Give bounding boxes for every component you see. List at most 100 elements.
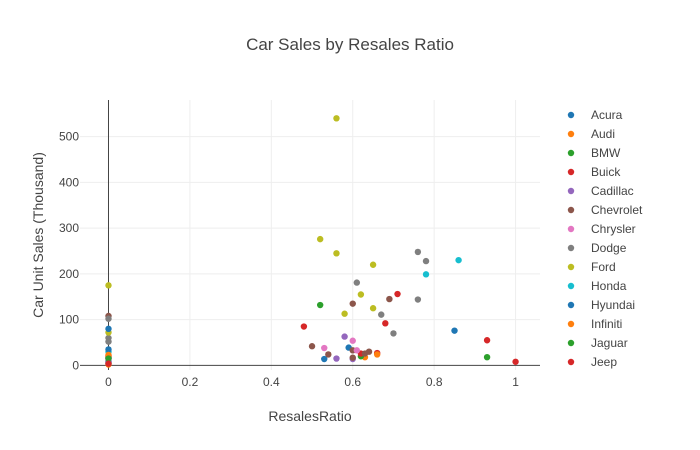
legend-label: Dodge — [591, 241, 627, 255]
point-jeep[interactable] — [394, 290, 401, 298]
point-honda[interactable] — [422, 271, 430, 278]
point-jeep[interactable] — [105, 360, 112, 367]
legend-marker — [567, 301, 575, 309]
point-infiniti[interactable] — [373, 351, 381, 358]
legend-label: Acura — [591, 108, 623, 122]
point-cadillac[interactable] — [333, 355, 340, 362]
legend-item-dodge[interactable]: Dodge — [567, 241, 627, 255]
point-chrysler[interactable] — [349, 337, 356, 344]
x-tick-label: 0.6 — [344, 375, 361, 389]
legend-marker — [567, 149, 575, 157]
point-dodge[interactable] — [414, 248, 422, 256]
point-honda[interactable] — [455, 256, 462, 264]
y-axis-title: Car Unit Sales (Thousand) — [30, 152, 46, 318]
point-dodge[interactable] — [422, 257, 430, 265]
x-tick-label: 0 — [105, 375, 112, 389]
legend-label: Honda — [591, 279, 627, 293]
legend-marker — [567, 187, 575, 195]
legend-label: Chrysler — [591, 222, 636, 236]
legend-label: Cadillac — [591, 184, 634, 198]
x-tick-label: 0.8 — [426, 375, 443, 389]
point-jaguar[interactable] — [483, 353, 491, 361]
point-hyundai[interactable] — [105, 346, 112, 353]
point-dodge[interactable] — [390, 330, 397, 337]
legend-label: Chevrolet — [591, 203, 643, 217]
x-tick-label: 1 — [512, 375, 519, 389]
y-tick-label: 300 — [59, 221, 79, 235]
point-ford[interactable] — [341, 310, 348, 317]
x-tick-label: 0.4 — [263, 375, 280, 389]
point-jaguar[interactable] — [316, 301, 324, 309]
point-hyundai[interactable] — [105, 325, 112, 333]
point-acura[interactable] — [321, 355, 328, 363]
point-dodge[interactable] — [353, 279, 361, 286]
point-ford[interactable] — [333, 250, 340, 257]
legend-item-hyundai[interactable]: Hyundai — [567, 298, 635, 312]
legend-item-chrysler[interactable]: Chrysler — [567, 222, 636, 236]
legend-label: BMW — [591, 146, 621, 160]
point-ford[interactable] — [105, 282, 112, 289]
legend-marker — [567, 244, 575, 252]
legend-item-jeep[interactable]: Jeep — [567, 355, 618, 369]
point-dodge[interactable] — [414, 296, 422, 303]
legend-item-audi[interactable]: Audi — [567, 127, 615, 141]
y-tick-label: 200 — [59, 267, 79, 281]
y-tick-label: 0 — [72, 358, 79, 372]
point-ford[interactable] — [369, 305, 377, 312]
legend-item-bmw[interactable]: BMW — [567, 146, 621, 160]
legend-label: Infiniti — [591, 317, 622, 331]
point-chevrolet[interactable] — [349, 354, 356, 361]
chart-title: Car Sales by Resales Ratio — [246, 35, 454, 54]
legend-item-infiniti[interactable]: Infiniti — [567, 317, 623, 331]
legend-marker — [567, 225, 575, 233]
point-jeep[interactable] — [512, 358, 519, 365]
y-tick-labels: 0 100 200 300 400 500 — [59, 130, 79, 373]
point-chrysler[interactable] — [321, 344, 328, 352]
legend-item-jaguar[interactable]: Jaguar — [567, 336, 628, 350]
legend-item-ford[interactable]: Ford — [567, 260, 616, 274]
legend-label: Ford — [591, 260, 616, 274]
legend-marker — [567, 206, 575, 214]
legend-marker — [567, 168, 575, 176]
point-ford[interactable] — [369, 261, 377, 268]
legend-item-cadillac[interactable]: Cadillac — [567, 184, 634, 198]
legend-label: Audi — [591, 127, 615, 141]
point-ford[interactable] — [357, 291, 365, 298]
point-chevrolet[interactable] — [308, 343, 316, 350]
point-chevrolet[interactable] — [325, 351, 332, 358]
y-tick-label: 500 — [59, 130, 79, 144]
point-buick[interactable] — [382, 320, 389, 327]
legend-marker — [567, 339, 575, 347]
legend-label: Hyundai — [591, 298, 635, 312]
point-jaguar[interactable] — [105, 355, 112, 362]
point-dodge[interactable] — [105, 315, 112, 322]
point-hyundai[interactable] — [451, 327, 458, 334]
point-chrysler[interactable] — [353, 347, 361, 354]
data-points — [105, 115, 519, 368]
point-ford[interactable] — [316, 235, 324, 243]
point-dodge[interactable] — [378, 311, 385, 318]
point-chevrolet[interactable] — [386, 295, 393, 303]
x-tick-label: 0.2 — [182, 375, 199, 389]
x-gridlines — [189, 100, 517, 370]
point-chevrolet[interactable] — [349, 300, 356, 307]
point-ford[interactable] — [333, 115, 340, 122]
legend-marker — [567, 282, 575, 290]
y-gridlines — [80, 136, 540, 321]
point-cadillac[interactable] — [341, 333, 348, 340]
legend-item-honda[interactable]: Honda — [567, 279, 627, 293]
legend-marker — [567, 320, 575, 328]
point-chevrolet[interactable] — [365, 348, 373, 355]
legend-label: Jaguar — [591, 336, 628, 350]
legend-item-acura[interactable]: Acura — [567, 108, 623, 122]
point-jeep[interactable] — [300, 323, 308, 330]
legend-item-buick[interactable]: Buick — [567, 165, 622, 179]
legend-item-chevrolet[interactable]: Chevrolet — [567, 203, 643, 217]
point-dodge[interactable] — [105, 338, 112, 345]
plot-background — [80, 100, 540, 370]
x-tick-labels: 0 0.2 0.4 0.6 0.8 1 — [105, 375, 519, 389]
legend[interactable]: Acura Audi BMW Buick Cadillac Chevrolet Chrysl… — [567, 108, 643, 369]
y-tick-label: 100 — [59, 313, 79, 327]
point-jeep[interactable] — [483, 337, 491, 344]
